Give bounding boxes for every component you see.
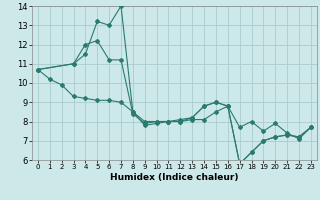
X-axis label: Humidex (Indice chaleur): Humidex (Indice chaleur) xyxy=(110,173,239,182)
